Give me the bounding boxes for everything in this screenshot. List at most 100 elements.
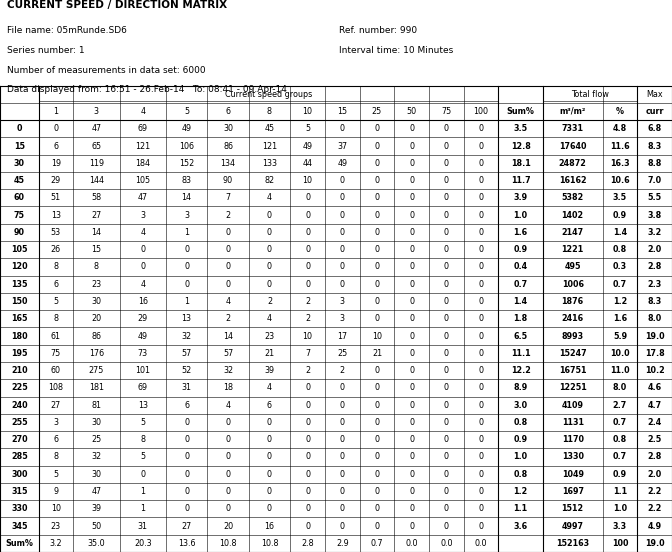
Text: 47: 47 xyxy=(91,487,101,496)
Text: 53: 53 xyxy=(51,228,61,237)
Text: 13.6: 13.6 xyxy=(178,539,196,548)
Text: 0: 0 xyxy=(409,522,414,530)
Text: 39: 39 xyxy=(91,505,101,513)
Text: 0: 0 xyxy=(444,211,449,220)
Text: 0: 0 xyxy=(140,262,145,272)
Text: 0.0: 0.0 xyxy=(405,539,418,548)
Text: 44: 44 xyxy=(302,159,312,168)
Text: curr: curr xyxy=(645,107,664,116)
Text: 134: 134 xyxy=(220,159,235,168)
Text: 13: 13 xyxy=(181,314,192,323)
Text: 0: 0 xyxy=(305,280,310,289)
Text: 0.9: 0.9 xyxy=(513,245,528,254)
Text: 0: 0 xyxy=(340,262,345,272)
Text: 1006: 1006 xyxy=(562,280,584,289)
Text: 0: 0 xyxy=(184,487,189,496)
Text: 16.3: 16.3 xyxy=(610,159,630,168)
Text: 0: 0 xyxy=(267,435,272,444)
Text: 29: 29 xyxy=(51,176,61,185)
Text: 0: 0 xyxy=(340,418,345,427)
Text: 0: 0 xyxy=(444,193,449,203)
Text: 4: 4 xyxy=(140,228,145,237)
Text: 105: 105 xyxy=(135,176,151,185)
Text: 13: 13 xyxy=(138,401,148,410)
Text: 2: 2 xyxy=(305,314,310,323)
Text: 8.9: 8.9 xyxy=(513,384,528,392)
Text: 0: 0 xyxy=(478,470,484,479)
Text: %: % xyxy=(616,107,624,116)
Text: 0: 0 xyxy=(305,522,310,530)
Text: 4997: 4997 xyxy=(562,522,584,530)
Text: 0: 0 xyxy=(478,453,484,461)
Text: 1.2: 1.2 xyxy=(613,297,627,306)
Text: 2.9: 2.9 xyxy=(336,539,349,548)
Text: 0.8: 0.8 xyxy=(613,245,627,254)
Text: 3.2: 3.2 xyxy=(648,228,662,237)
Text: 0: 0 xyxy=(478,176,484,185)
Text: 32: 32 xyxy=(91,453,101,461)
Text: 300: 300 xyxy=(11,470,28,479)
Text: 20.3: 20.3 xyxy=(134,539,151,548)
Text: 10.8: 10.8 xyxy=(261,539,278,548)
Text: Current speed groups: Current speed groups xyxy=(225,89,312,99)
Text: 1.0: 1.0 xyxy=(513,211,528,220)
Text: 1049: 1049 xyxy=(562,470,584,479)
Text: 60: 60 xyxy=(14,193,25,203)
Text: 0: 0 xyxy=(374,193,380,203)
Text: 0: 0 xyxy=(444,522,449,530)
Text: 30: 30 xyxy=(91,470,101,479)
Text: 0.9: 0.9 xyxy=(613,470,627,479)
Text: 0: 0 xyxy=(374,228,380,237)
Text: 3.9: 3.9 xyxy=(513,193,528,203)
Text: 0: 0 xyxy=(374,487,380,496)
Text: 3.0: 3.0 xyxy=(513,401,528,410)
Text: 10: 10 xyxy=(302,176,312,185)
Text: 119: 119 xyxy=(89,159,104,168)
Text: 0: 0 xyxy=(478,332,484,341)
Text: 60: 60 xyxy=(51,366,61,375)
Text: 14: 14 xyxy=(181,193,192,203)
Text: 275: 275 xyxy=(89,366,104,375)
Text: 4: 4 xyxy=(267,384,272,392)
Text: 18: 18 xyxy=(223,384,233,392)
Text: 0: 0 xyxy=(444,176,449,185)
Text: 0: 0 xyxy=(374,262,380,272)
Text: 16: 16 xyxy=(265,522,274,530)
Text: m³/m²: m³/m² xyxy=(560,107,586,116)
Text: 0: 0 xyxy=(409,262,414,272)
Text: 4: 4 xyxy=(267,314,272,323)
Text: 0: 0 xyxy=(374,280,380,289)
Text: 0: 0 xyxy=(374,435,380,444)
Text: 1402: 1402 xyxy=(562,211,584,220)
Text: 1.4: 1.4 xyxy=(513,297,528,306)
Text: 10.6: 10.6 xyxy=(610,176,630,185)
Text: 10.0: 10.0 xyxy=(610,349,630,358)
Text: 0: 0 xyxy=(478,366,484,375)
Text: 17.8: 17.8 xyxy=(644,349,665,358)
Text: 15: 15 xyxy=(14,141,25,151)
Text: 0: 0 xyxy=(444,349,449,358)
Text: 0: 0 xyxy=(184,418,189,427)
Text: 121: 121 xyxy=(135,141,151,151)
Text: 21: 21 xyxy=(372,349,382,358)
Text: 8.0: 8.0 xyxy=(613,384,627,392)
Text: 0: 0 xyxy=(409,141,414,151)
Text: 82: 82 xyxy=(264,176,275,185)
Text: 3.6: 3.6 xyxy=(513,522,528,530)
Text: 1: 1 xyxy=(140,505,145,513)
Text: 2.4: 2.4 xyxy=(648,418,662,427)
Text: 8: 8 xyxy=(53,453,58,461)
Text: 0.7: 0.7 xyxy=(513,280,528,289)
Text: 18.1: 18.1 xyxy=(511,159,530,168)
Text: 27: 27 xyxy=(181,522,192,530)
Text: 2: 2 xyxy=(305,366,310,375)
Text: 0: 0 xyxy=(340,193,345,203)
Text: 0.3: 0.3 xyxy=(613,262,627,272)
Text: 50: 50 xyxy=(91,522,101,530)
Text: 4: 4 xyxy=(226,297,230,306)
Text: 0: 0 xyxy=(374,124,380,133)
Text: 0: 0 xyxy=(409,487,414,496)
Text: 20: 20 xyxy=(91,314,101,323)
Text: 0: 0 xyxy=(267,453,272,461)
Text: 0: 0 xyxy=(444,124,449,133)
